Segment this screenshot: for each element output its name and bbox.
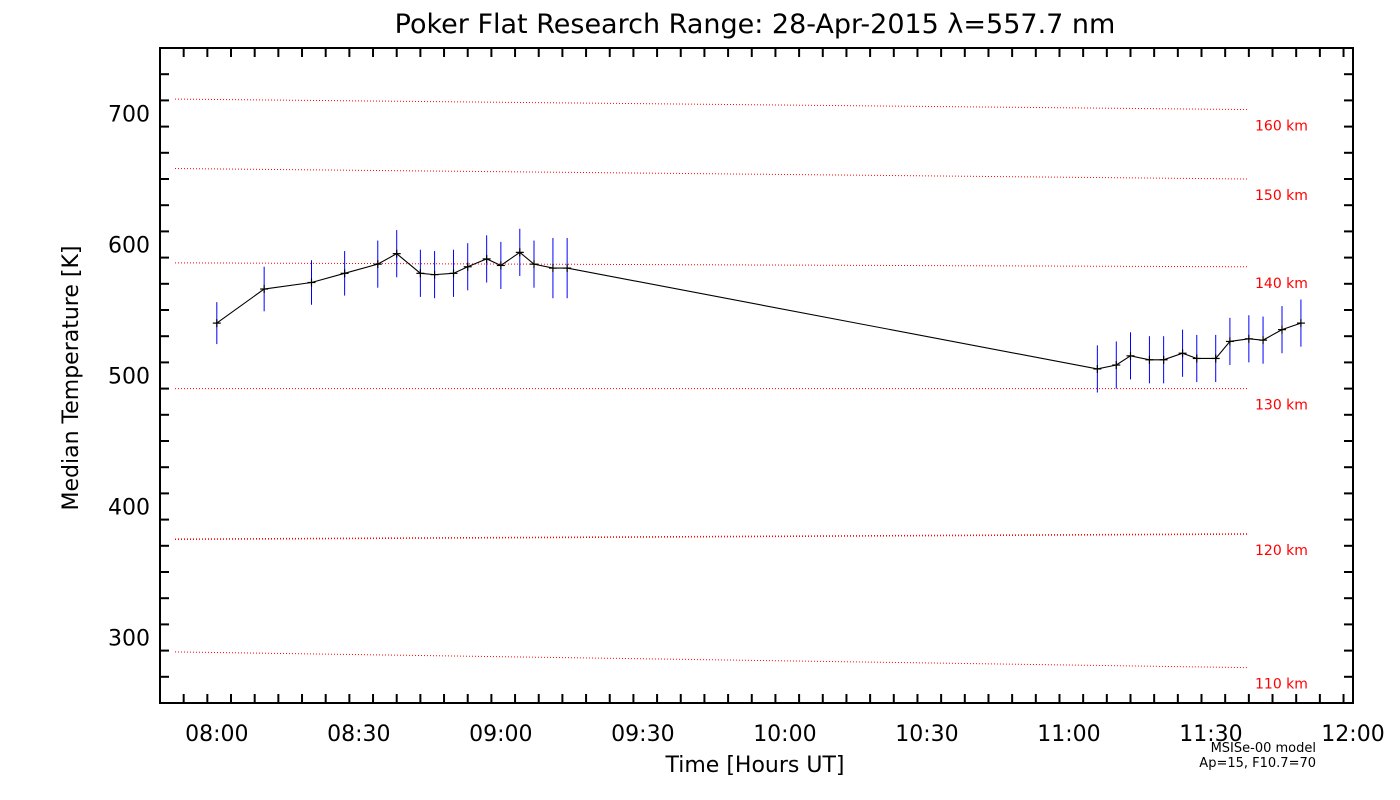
y-axis-label: Median Temperature [K]: [59, 246, 84, 511]
reference-line-label: 160 km: [1255, 119, 1308, 135]
x-tick-label: 12:00: [1321, 722, 1384, 747]
reference-line: [174, 262, 1248, 268]
data-point: [307, 278, 316, 287]
reference-line: [174, 651, 1248, 669]
data-point: [1192, 354, 1201, 363]
data-point: [1225, 337, 1234, 346]
series-line: [216, 251, 1302, 370]
data-point: [260, 285, 269, 294]
reference-line-label: 150 km: [1255, 188, 1308, 204]
x-axis-label: Time [Hours UT]: [665, 753, 845, 778]
data-point: [212, 319, 221, 328]
data-point: [392, 249, 401, 258]
data-point: [1259, 336, 1268, 345]
data-series: [212, 228, 1305, 393]
data-point: [515, 248, 524, 257]
reference-line: [174, 98, 1248, 111]
chart-title: Poker Flat Research Range: 28-Apr-2015 λ…: [395, 9, 1116, 40]
reference-line-label: 140 km: [1255, 276, 1308, 292]
reference-line-label: 130 km: [1255, 398, 1308, 414]
y-tick-label: 400: [108, 496, 150, 521]
x-tick-label: 11:00: [1037, 722, 1100, 747]
data-point: [1277, 325, 1286, 334]
plot-frame: [159, 47, 1354, 704]
tick-labels: 300 400 500 600 700 08:00 08:30 09:00 09:30 10:00…: [108, 103, 1385, 748]
data-point: [1159, 355, 1168, 364]
reference-line-label: 110 km: [1255, 677, 1308, 693]
data-point: [548, 264, 557, 273]
data-point: [496, 261, 505, 270]
y-tick-label: 700: [108, 103, 150, 128]
data-point: [416, 269, 425, 278]
reference-line-label: 120 km: [1255, 543, 1308, 559]
reference-lines: 160 km 150 km 140 km 130 km 120 km 110 km: [174, 98, 1308, 693]
data-point: [449, 269, 458, 278]
data-point: [482, 254, 491, 263]
reference-line: [174, 168, 1248, 180]
axis-ticks: [159, 47, 1353, 704]
x-tick-label: 10:00: [753, 722, 816, 747]
model-note: MSISe-00 model: [1211, 741, 1316, 756]
data-point: [1145, 355, 1154, 364]
data-point: [463, 262, 472, 271]
model-params-note: Ap=15, F10.7=70: [1199, 756, 1316, 771]
data-point: [1126, 351, 1135, 360]
x-tick-label: 08:30: [327, 722, 390, 747]
data-point: [373, 260, 382, 269]
data-point: [430, 270, 439, 279]
x-tick-label: 09:30: [611, 722, 674, 747]
data-point: [1244, 334, 1253, 343]
reference-line: [174, 533, 1248, 541]
data-point: [1211, 354, 1220, 363]
data-point: [1112, 361, 1121, 370]
data-point: [1093, 364, 1102, 373]
data-point: [340, 269, 349, 278]
data-point: [529, 260, 538, 269]
data-point: [1178, 349, 1187, 358]
data-point: [563, 264, 572, 273]
x-tick-label: 09:00: [469, 722, 532, 747]
y-tick-label: 600: [108, 234, 150, 259]
data-point: [1296, 319, 1305, 328]
x-tick-label: 10:30: [895, 722, 958, 747]
y-tick-label: 300: [108, 627, 150, 652]
x-tick-label: 08:00: [185, 722, 248, 747]
y-tick-label: 500: [108, 365, 150, 390]
x-tick-label: 11:30: [1179, 722, 1242, 747]
